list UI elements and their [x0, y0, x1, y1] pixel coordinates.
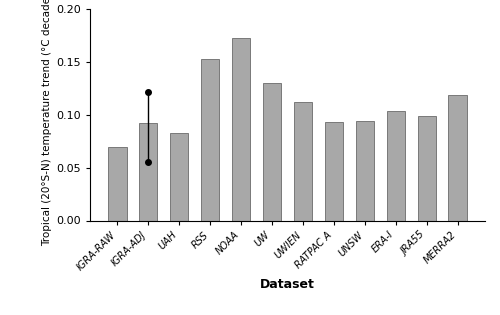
- Bar: [294, 102, 312, 220]
- Bar: [418, 116, 436, 220]
- Bar: [170, 133, 188, 220]
- Bar: [232, 38, 250, 220]
- Y-axis label: Tropical (20°S-N) temperature trend (°C decade⁻¹): Tropical (20°S-N) temperature trend (°C …: [42, 0, 52, 246]
- Bar: [201, 59, 220, 220]
- Bar: [108, 147, 126, 220]
- Bar: [356, 121, 374, 220]
- X-axis label: Dataset: Dataset: [260, 278, 315, 291]
- Bar: [139, 123, 158, 220]
- Bar: [324, 122, 343, 220]
- Bar: [386, 111, 405, 220]
- Bar: [448, 95, 467, 220]
- Bar: [262, 83, 281, 220]
